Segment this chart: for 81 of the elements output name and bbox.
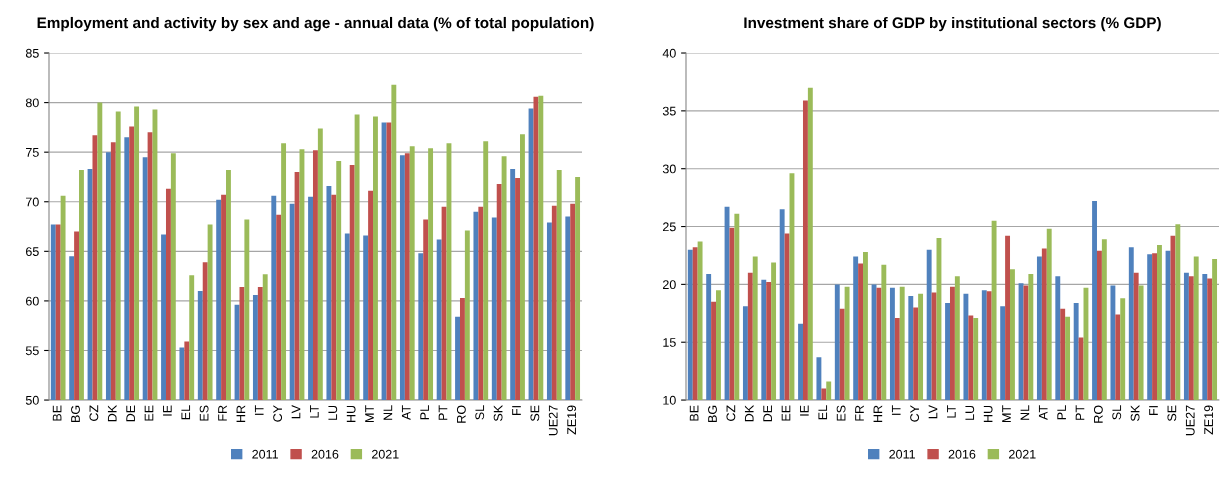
y-tick-label: 25 bbox=[663, 222, 676, 232]
x-tick-label: IT bbox=[254, 405, 264, 415]
x-tick-label: AT bbox=[1038, 405, 1048, 420]
y-tick-label: 15 bbox=[663, 338, 676, 347]
y-tick-label: 80 bbox=[25, 98, 39, 108]
x-tick-label: PT bbox=[438, 405, 448, 420]
x-tick-label: RO bbox=[1093, 405, 1103, 423]
x-tick-label: LT bbox=[947, 405, 956, 418]
x-tick-label: DE bbox=[763, 405, 772, 422]
legend-label: 2021 bbox=[372, 449, 399, 459]
x-tick-label: SE bbox=[1167, 405, 1177, 422]
y-tick-label: 30 bbox=[662, 164, 676, 174]
x-tick-label: PL bbox=[420, 405, 429, 420]
x-tick-label: ZE19 bbox=[1204, 405, 1214, 435]
x-tick-label: HU bbox=[983, 405, 993, 422]
y-tick-label: 70 bbox=[26, 197, 39, 207]
x-tick-label: FI bbox=[1149, 406, 1158, 415]
x-tick-label: SK bbox=[493, 405, 503, 422]
x-tick-label: FR bbox=[218, 405, 227, 421]
x-tick-label: CZ bbox=[726, 405, 736, 421]
x-tick-label: PL bbox=[1057, 405, 1066, 420]
y-tick-label: 55 bbox=[25, 346, 39, 356]
x-tick-label: DK bbox=[107, 405, 117, 422]
x-tick-label: BE bbox=[52, 405, 62, 421]
x-tick-label: UE27 bbox=[548, 405, 558, 436]
x-tick-label: SE bbox=[530, 405, 540, 422]
x-tick-label: LV bbox=[291, 404, 301, 419]
x-tick-label: AT bbox=[401, 405, 411, 420]
x-tick-label: CY bbox=[910, 405, 920, 422]
x-tick-label: BG bbox=[708, 405, 717, 422]
x-tick-label: SL bbox=[475, 405, 485, 420]
x-tick-label: EE bbox=[144, 405, 154, 421]
y-tick-label: 75 bbox=[26, 148, 39, 157]
x-tick-label: HR bbox=[236, 405, 246, 422]
x-tick-label: LU bbox=[965, 405, 975, 420]
x-tick-label: EE bbox=[781, 405, 791, 421]
x-tick-label: FI bbox=[512, 406, 521, 415]
legend-label: 2021 bbox=[1009, 449, 1036, 459]
x-tick-label: DK bbox=[744, 405, 754, 422]
legend-label: 2011 bbox=[889, 449, 915, 459]
x-tick-label: ES bbox=[199, 405, 209, 421]
y-tick-label: 40 bbox=[662, 48, 676, 58]
x-tick-label: LT bbox=[310, 405, 319, 418]
x-tick-label: LU bbox=[328, 405, 338, 420]
x-tick-label: BG bbox=[71, 405, 80, 422]
x-tick-label: PT bbox=[1075, 405, 1085, 420]
x-tick-label: ES bbox=[836, 405, 846, 421]
legend-label: 2011 bbox=[252, 449, 278, 459]
y-tick-label: 65 bbox=[26, 247, 39, 256]
y-tick-label: 20 bbox=[663, 280, 676, 290]
x-tick-label: UE27 bbox=[1185, 405, 1195, 436]
x-tick-label: MT bbox=[1002, 405, 1011, 422]
y-tick-label: 60 bbox=[26, 296, 39, 306]
chart-title: Investment share of GDP by institutional sectors (% GDP) bbox=[744, 16, 1161, 32]
x-tick-label: IE bbox=[800, 405, 809, 416]
y-tick-label: 35 bbox=[662, 106, 676, 116]
legend-label: 2016 bbox=[311, 449, 339, 459]
x-tick-label: IE bbox=[163, 405, 172, 416]
chart-title: Employment and activity by sex and age - annual data (% of total population) bbox=[37, 16, 594, 32]
x-tick-label: BE bbox=[689, 405, 699, 421]
x-tick-label: DE bbox=[126, 405, 135, 422]
y-tick-label: 85 bbox=[25, 48, 39, 58]
x-tick-label: SK bbox=[1130, 405, 1140, 422]
y-tick-label: 50 bbox=[25, 395, 39, 405]
x-tick-label: IT bbox=[891, 405, 901, 415]
x-tick-label: HU bbox=[346, 405, 356, 422]
y-tick-label: 10 bbox=[663, 395, 676, 405]
x-tick-label: FR bbox=[855, 405, 864, 421]
x-tick-label: ZE19 bbox=[567, 405, 577, 435]
x-tick-label: CZ bbox=[89, 405, 99, 421]
x-tick-label: MT bbox=[365, 405, 374, 422]
x-tick-label: RO bbox=[456, 405, 466, 423]
x-tick-label: EL bbox=[818, 405, 828, 420]
x-tick-label: HR bbox=[873, 405, 883, 422]
x-tick-label: NL bbox=[383, 405, 393, 420]
x-tick-label: EL bbox=[181, 405, 191, 420]
x-tick-label: SL bbox=[1112, 405, 1122, 420]
x-tick-label: NL bbox=[1020, 405, 1030, 420]
x-tick-label: LV bbox=[928, 404, 938, 419]
x-tick-label: CY bbox=[273, 405, 283, 422]
legend-label: 2016 bbox=[948, 449, 976, 459]
